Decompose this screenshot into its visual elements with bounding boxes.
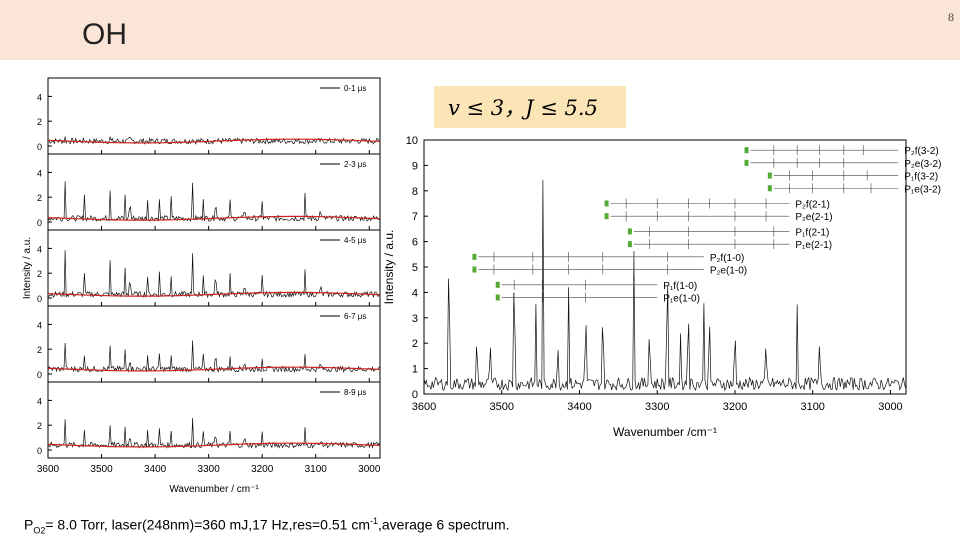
condition-text: v ≤ 3，J ≤ 5.5 — [448, 96, 598, 120]
stacked-legend-label: 0-1 μs — [344, 84, 366, 93]
stacked-baseline-fit — [47, 138, 381, 144]
stacked-y-tick-label: 0 — [37, 218, 42, 228]
assignment-green-marker — [604, 200, 609, 207]
stacked-legend-label: 2-3 μs — [344, 160, 366, 169]
assignment-label: P₁e(3-2) — [904, 184, 941, 195]
assignment-label: P₁f(1-0) — [663, 281, 697, 292]
stacked-y-tick-label: 0 — [37, 370, 42, 380]
stacked-y-tick-label: 2 — [37, 269, 42, 279]
slide-header — [0, 0, 960, 60]
stacked-x-axis-label: Wavenumber / cm⁻¹ — [169, 484, 259, 495]
assigned-y-tick-label: 1 — [412, 364, 418, 376]
stacked-spectrum-trace — [47, 250, 381, 299]
stacked-y-axis-label: Intensity / a.u. — [22, 237, 33, 299]
assignment-label: P₁e(1-0) — [663, 293, 700, 304]
stacked-y-tick-label: 2 — [37, 193, 42, 203]
assigned-x-tick-label: 3500 — [489, 401, 513, 413]
stacked-baseline-fit — [47, 442, 381, 448]
assignment-green-marker — [472, 266, 477, 273]
assignment-label: P₂e(2-1) — [795, 212, 832, 223]
stacked-y-tick-label: 4 — [37, 320, 42, 330]
assignment-green-marker — [495, 281, 500, 288]
assignment-label: P₂e(1-0) — [710, 266, 747, 277]
assignment-green-marker — [627, 241, 632, 248]
condition-highlight: v ≤ 3，J ≤ 5.5 — [434, 86, 626, 128]
assignment-label: P₁e(2-1) — [795, 240, 832, 251]
assigned-y-tick-label: 9 — [412, 160, 418, 172]
caption-sup: -1 — [369, 516, 378, 526]
stacked-y-tick-label: 2 — [37, 117, 42, 127]
assignment-green-marker — [744, 147, 749, 154]
caption-part1: = 8.0 Torr, laser(248nm)=360 mJ,17 Hz,re… — [45, 516, 370, 533]
assigned-y-tick-label: 3 — [412, 313, 418, 325]
assigned-plot-frame — [423, 139, 907, 395]
stacked-x-tick-label: 3000 — [358, 464, 381, 475]
assigned-x-tick-label: 3300 — [645, 401, 669, 413]
assignment-green-marker — [767, 172, 772, 179]
stacked-y-tick-label: 0 — [37, 142, 42, 152]
assignment-label: P₂f(2-1) — [795, 200, 829, 211]
assignment-green-marker — [604, 213, 609, 220]
stacked-panel-frame — [47, 381, 381, 459]
assigned-x-tick-label: 3200 — [723, 401, 747, 413]
stacked-y-tick-label: 4 — [37, 244, 42, 254]
assigned-x-tick-label: 3600 — [412, 401, 436, 413]
stacked-baseline-fit — [47, 366, 381, 372]
assignment-label: P₂e(3-2) — [904, 159, 941, 170]
stacked-baseline-fit — [47, 291, 381, 297]
assignment-green-marker — [767, 185, 772, 192]
stacked-y-tick-label: 0 — [37, 446, 42, 456]
assigned-y-tick-label: 5 — [412, 262, 418, 274]
stacked-x-tick-label: 3100 — [305, 464, 328, 475]
assignment-green-marker — [472, 253, 477, 260]
assigned-y-axis-label: Intensity / a.u. — [382, 230, 396, 305]
assigned-y-tick-label: 4 — [412, 287, 418, 299]
assigned-y-tick-label: 6 — [412, 237, 418, 249]
stacked-baseline-fit — [47, 215, 381, 221]
assignment-label: P₂f(1-0) — [710, 253, 744, 264]
stacked-legend-label: 6-7 μs — [344, 312, 366, 321]
assigned-y-tick-label: 2 — [412, 338, 418, 350]
assignment-label: P₁f(3-2) — [904, 172, 938, 183]
slide-title: OH — [82, 18, 127, 51]
stacked-x-tick-label: 3300 — [198, 464, 221, 475]
assigned-y-tick-label: 7 — [412, 211, 418, 223]
stacked-legend-label: 4-5 μs — [344, 236, 366, 245]
stacked-spectrum-trace — [47, 340, 381, 374]
stacked-x-tick-label: 3600 — [37, 464, 60, 475]
stacked-y-tick-label: 4 — [37, 92, 42, 102]
stacked-x-tick-label: 3500 — [90, 464, 113, 475]
stacked-y-tick-label: 2 — [37, 421, 42, 431]
assignment-label: P₁f(2-1) — [795, 227, 829, 238]
assignment-green-marker — [495, 294, 500, 301]
experiment-caption: PO2= 8.0 Torr, laser(248nm)=360 mJ,17 Hz… — [24, 516, 510, 535]
caption-p: P — [24, 516, 34, 533]
assigned-x-tick-label: 3100 — [800, 401, 824, 413]
stacked-x-tick-label: 3400 — [144, 464, 167, 475]
caption-p-sub: O2 — [33, 525, 46, 536]
stacked-y-tick-label: 2 — [37, 345, 42, 355]
stacked-spectrum-trace — [47, 181, 381, 223]
assigned-x-tick-label: 3000 — [878, 401, 902, 413]
assigned-x-tick-label: 3400 — [567, 401, 591, 413]
stacked-y-tick-label: 4 — [37, 168, 42, 178]
assigned-y-tick-label: 10 — [406, 135, 418, 147]
assigned-y-tick-label: 0 — [412, 389, 418, 401]
stacked-x-tick-label: 3200 — [251, 464, 274, 475]
caption-part2: ,average 6 spectrum. — [378, 516, 510, 533]
stacked-spectrum-trace — [47, 417, 381, 449]
assigned-x-axis-label: Wavenumber /cm⁻¹ — [613, 425, 717, 439]
stacked-y-tick-label: 4 — [37, 396, 42, 406]
slide-number: 8 — [948, 10, 954, 24]
assigned-spectrum-trace — [423, 179, 906, 392]
stacked-legend-label: 8-9 μs — [344, 388, 366, 397]
assignment-green-marker — [627, 228, 632, 235]
assigned-y-tick-label: 8 — [412, 186, 418, 198]
assignment-green-marker — [744, 159, 749, 166]
stacked-y-tick-label: 0 — [37, 294, 42, 304]
assignment-label: P₂f(3-2) — [904, 146, 938, 157]
